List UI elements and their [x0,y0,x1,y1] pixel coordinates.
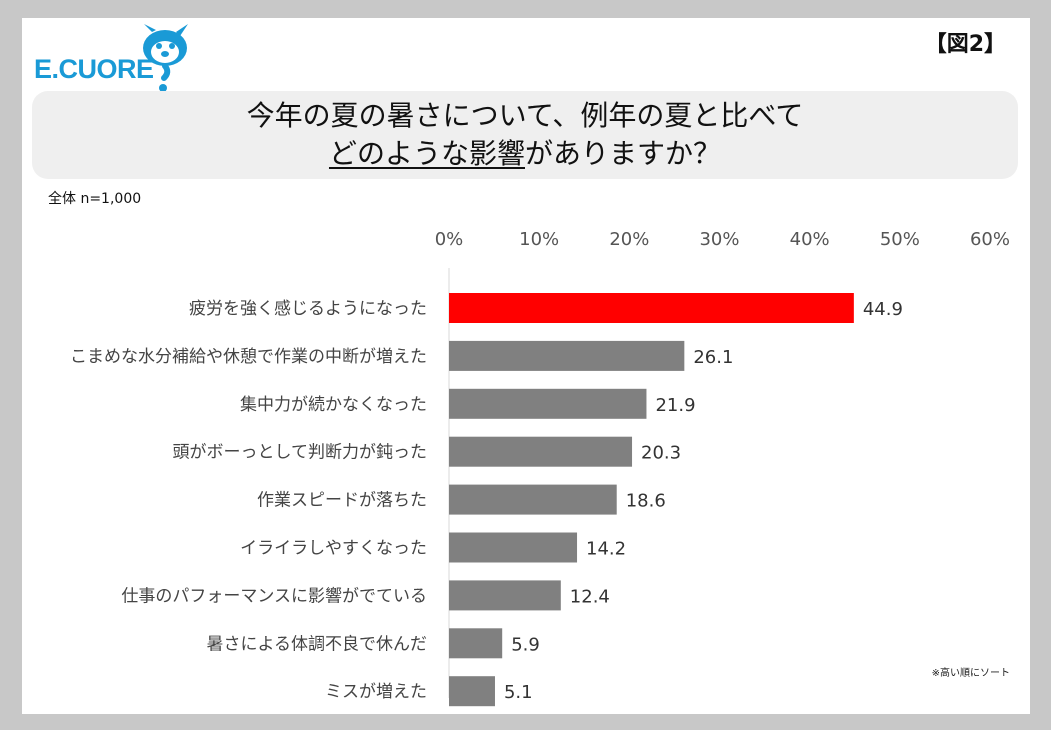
category-label: 暑さによる体調不良で休んだ [207,634,428,654]
bar [449,532,578,563]
category-label: 疲労を強く感じるようになった [189,299,427,319]
x-tick-label: 30% [699,229,739,250]
title-line-2: どのような影響がありますか？ [32,135,1018,173]
sort-note: ※高い順にソート [931,668,1010,679]
bar [449,484,617,515]
x-tick-label: 20% [609,229,649,250]
bar [449,436,633,467]
bar-chart: 0% 10% 20% 30% 40% 50% 60% 疲労を強く感じるようになったこまめな水… [70,229,1010,707]
question-title: 今年の夏の暑さについて、例年の夏と比べて どのような影響がありますか？ [32,91,1018,179]
data-label: 18.6 [626,491,666,512]
data-label: 21.9 [655,395,695,416]
bar [449,340,685,371]
x-tick-label: 10% [519,229,559,250]
dog-mascot-icon [143,24,188,92]
title-emphasis: どのような影響 [328,137,525,170]
category-label: イライラしやすくなった [240,539,427,559]
category-label: 仕事のパフォーマンスに影響がでている [121,586,427,606]
category-label: ミスが増えた [325,682,427,702]
bar-highlighted [449,293,854,323]
data-label: 44.9 [863,299,903,320]
x-tick-label: 50% [880,229,920,250]
bar [449,580,561,611]
bar [449,676,495,707]
bar [449,628,503,659]
data-label: 5.9 [511,634,540,655]
title-line-1: 今年の夏の暑さについて、例年の夏と比べて [246,99,804,132]
figure-label: 【図2】 [924,32,1006,57]
data-label: 20.3 [641,443,681,464]
logo-text: E.CUORE [34,54,154,84]
data-label: 5.1 [504,682,533,703]
x-tick-label: 40% [790,229,830,250]
x-axis-ticks: 0% 10% 20% 30% 40% 50% 60% [435,229,1010,250]
ecuore-logo: E.CUORE [34,24,194,94]
data-label: 12.4 [570,586,610,607]
data-label: 26.1 [693,347,733,368]
chart-card: E.CUORE 【図2】 今年の夏の暑さについて、例年の夏と比べて どのような影… [22,18,1030,714]
x-tick-label: 60% [970,229,1010,250]
bars [449,293,854,707]
data-label: 14.2 [586,539,626,560]
data-labels: 44.9 26.1 21.9 20.3 18.6 14.2 12.4 5.9 5.1 [504,299,903,703]
category-label: 集中力が続かなくなった [240,395,427,415]
x-tick-label: 0% [435,229,464,250]
category-label: こまめな水分補給や休憩で作業の中断が増えた [70,347,427,367]
sample-size-note: 全体 n=1,000 [48,191,142,207]
category-label: 作業スピードが落ちた [257,491,427,511]
bar [449,388,647,419]
category-labels: 疲労を強く感じるようになったこまめな水分補給や休憩で作業の中断が増えた集中力が続… [70,299,427,702]
category-label: 頭がボーっとして判断力が鈍った [173,443,428,463]
title-line-2-rest: がありますか？ [525,137,722,170]
